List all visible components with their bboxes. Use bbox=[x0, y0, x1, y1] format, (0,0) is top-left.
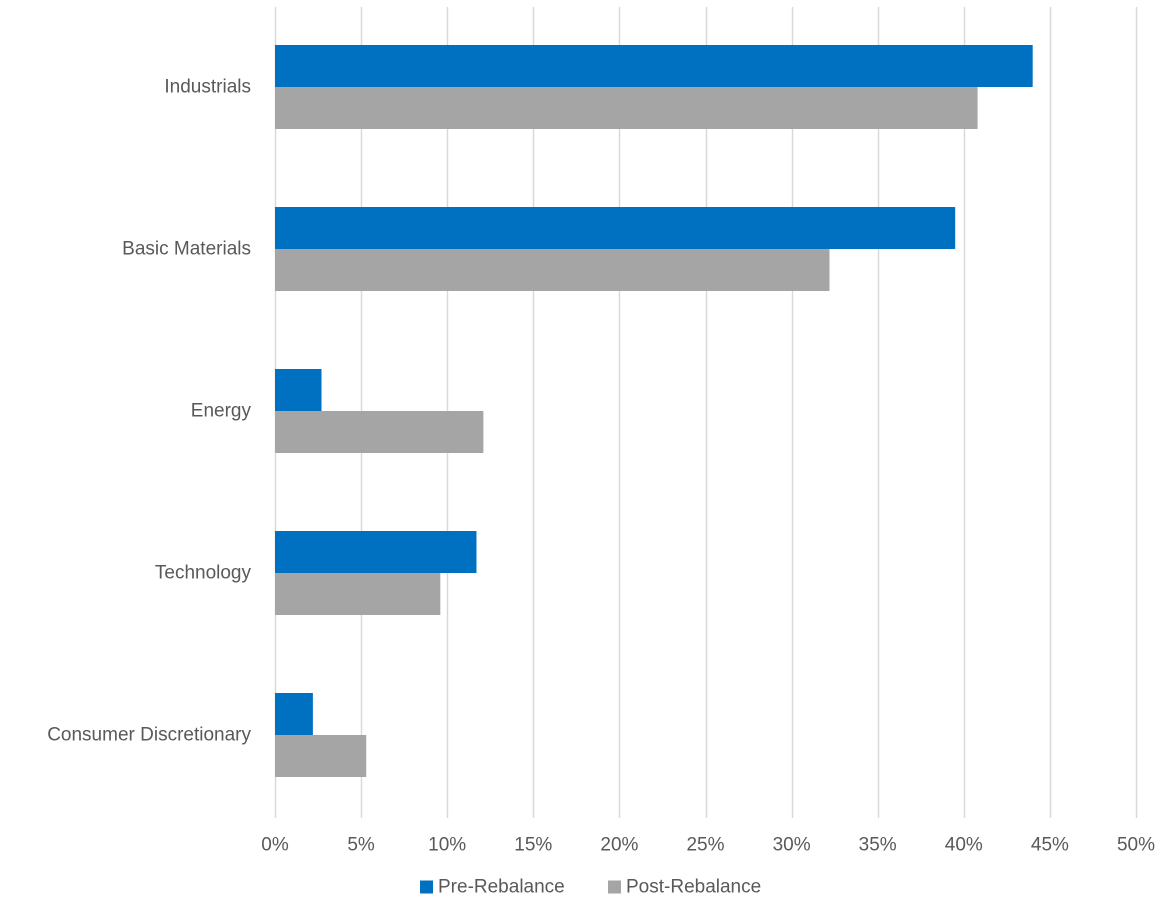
category-label: Technology bbox=[155, 563, 252, 584]
bar-pre-rebalance-industrials bbox=[275, 45, 1033, 87]
x-tick-label: 40% bbox=[945, 835, 983, 856]
bar-post-rebalance-technology bbox=[275, 573, 441, 615]
category-label: Basic Materials bbox=[122, 239, 251, 260]
category-label: Consumer Discretionary bbox=[47, 725, 251, 746]
x-tick-label: 5% bbox=[347, 835, 375, 856]
bar-post-rebalance-basic-materials bbox=[275, 249, 830, 291]
bar-pre-rebalance-consumer-discretionary bbox=[275, 693, 313, 735]
x-tick-label: 20% bbox=[600, 835, 638, 856]
legend-swatch-post-rebalance bbox=[608, 880, 621, 894]
bar-post-rebalance-energy bbox=[275, 411, 484, 453]
x-tick-label: 30% bbox=[773, 835, 811, 856]
bar-post-rebalance-consumer-discretionary bbox=[275, 735, 367, 777]
legend-swatch-pre-rebalance bbox=[420, 880, 433, 894]
x-tick-label: 50% bbox=[1117, 835, 1155, 856]
x-axis-tick-labels: 0% 5% 10% 15% 20% 25% 30% 35% 40% 45% 50% bbox=[261, 835, 1155, 856]
category-label: Industrials bbox=[164, 77, 251, 98]
bar-pre-rebalance-energy bbox=[275, 369, 322, 411]
gridlines bbox=[274, 7, 1138, 818]
category-label: Energy bbox=[191, 401, 252, 422]
legend-label-pre-rebalance: Pre-Rebalance bbox=[438, 877, 565, 898]
bar-pre-rebalance-basic-materials bbox=[275, 207, 956, 249]
category-labels: Industrials Basic Materials Energy Technolo… bbox=[47, 77, 251, 746]
x-tick-label: 45% bbox=[1031, 835, 1069, 856]
x-tick-label: 35% bbox=[859, 835, 897, 856]
bars bbox=[275, 45, 1033, 777]
x-tick-label: 0% bbox=[261, 835, 289, 856]
bar-pre-rebalance-technology bbox=[275, 531, 477, 573]
x-tick-label: 10% bbox=[428, 835, 466, 856]
bar-post-rebalance-industrials bbox=[275, 87, 978, 129]
legend: Pre-Rebalance Post-Rebalance bbox=[420, 877, 761, 898]
x-tick-label: 25% bbox=[686, 835, 724, 856]
x-tick-label: 15% bbox=[514, 835, 552, 856]
legend-label-post-rebalance: Post-Rebalance bbox=[626, 877, 761, 898]
